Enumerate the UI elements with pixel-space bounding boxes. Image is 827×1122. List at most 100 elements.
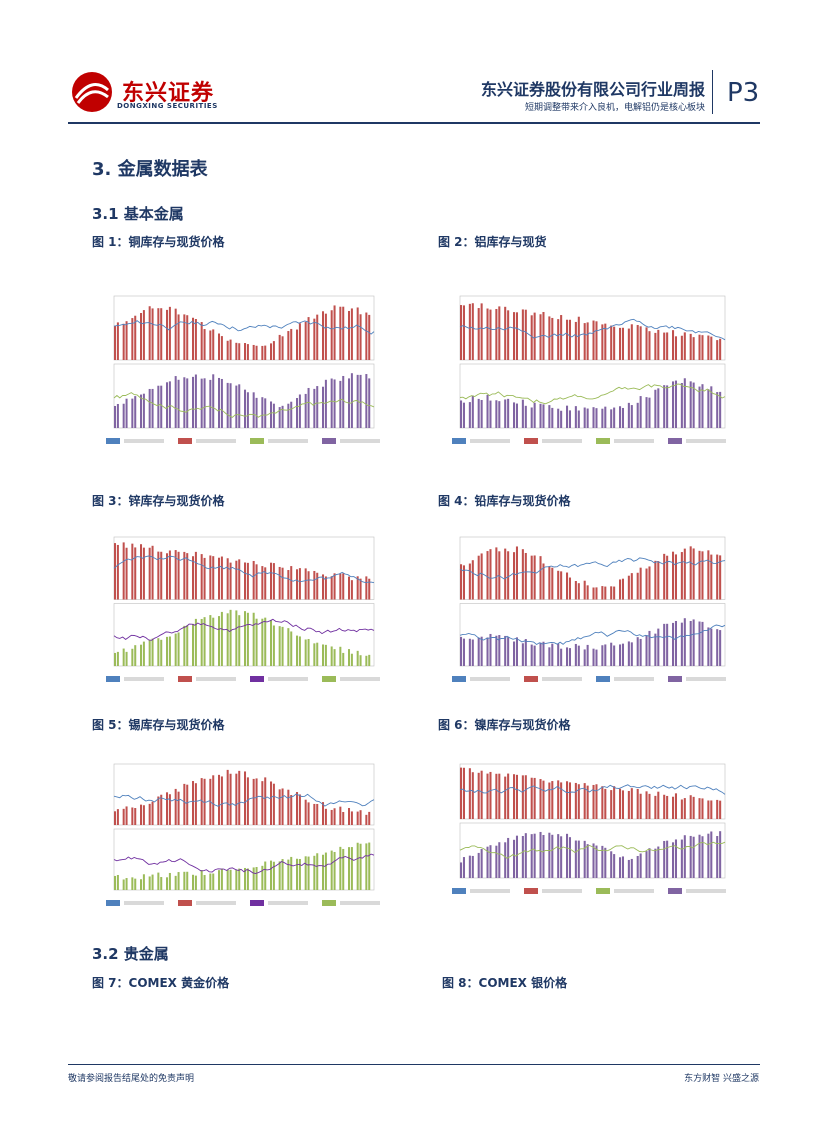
chart-bar	[645, 397, 648, 428]
chart-bar	[356, 307, 359, 360]
chart-bar	[513, 774, 516, 819]
chart-bar	[683, 618, 686, 666]
chart-bar	[365, 312, 368, 360]
chart-bar	[246, 392, 249, 428]
chart-bar	[166, 309, 169, 360]
chart-bar	[116, 544, 119, 600]
chart-bar	[533, 645, 536, 666]
chart-bar	[350, 847, 353, 890]
chart-bar	[583, 407, 586, 428]
chart-bar	[142, 310, 145, 360]
chart-bar	[229, 562, 232, 600]
chart-bar	[672, 842, 675, 878]
chart-bar	[542, 563, 545, 600]
chart-bar	[287, 570, 290, 600]
chart-bar	[560, 648, 563, 666]
chart-bar	[272, 563, 275, 600]
chart-bar	[680, 839, 683, 878]
chart-bar	[218, 333, 221, 360]
chart-bar	[636, 325, 639, 360]
chart-bar	[270, 860, 273, 890]
chart-bar	[577, 583, 580, 600]
chart-bar	[324, 852, 327, 890]
chart-bar	[504, 842, 507, 878]
chart-bar	[601, 845, 604, 878]
chart-bar	[601, 786, 604, 819]
chart-bar	[226, 613, 229, 666]
chart-bar	[560, 782, 563, 819]
chart-bar	[194, 551, 197, 600]
chart-bar	[281, 859, 284, 890]
chart-bar	[557, 570, 560, 600]
chart-bar	[710, 800, 713, 819]
chart-bar	[613, 407, 616, 428]
chart-bar	[462, 638, 466, 666]
chart-bar	[160, 877, 163, 890]
chart-bar	[281, 405, 284, 428]
chart-bar	[560, 410, 563, 428]
chart-bar	[674, 554, 678, 600]
chart-bar	[716, 629, 719, 666]
chart-bar	[298, 568, 301, 600]
chart-bar	[692, 548, 695, 600]
chart-bar	[710, 386, 713, 428]
chart-bar	[333, 379, 336, 428]
chart-bar	[157, 385, 160, 428]
chart-bar	[296, 635, 299, 666]
chart-bar	[657, 791, 660, 819]
chart-bar	[168, 381, 171, 428]
chart-bar	[548, 647, 551, 666]
chart-bar	[177, 314, 180, 360]
chart-bar	[636, 855, 639, 878]
chart-bar	[330, 809, 333, 825]
figure-caption: 图 5：锡库存与现货价格	[92, 718, 225, 732]
figure-caption: 图 2：铝库存与现货	[438, 235, 547, 249]
chart-bar	[142, 874, 145, 890]
chart-bar	[674, 336, 678, 360]
chart-bar	[356, 650, 359, 666]
chart-bar	[116, 651, 119, 666]
chart-bar	[654, 848, 657, 878]
chart-bar	[342, 573, 345, 600]
chart-bar	[261, 397, 264, 428]
chart-bar	[592, 587, 595, 600]
chart-bar	[203, 617, 206, 666]
chart-bar	[574, 643, 577, 666]
chart-bar	[692, 836, 695, 878]
chart-bar	[627, 641, 630, 666]
chart-bar	[272, 403, 275, 428]
chart-bar	[654, 332, 657, 360]
chart-bar	[359, 655, 362, 666]
chart-bar	[645, 327, 648, 360]
chart-figure	[106, 536, 380, 682]
chart-bar	[252, 560, 255, 600]
chart-figure	[452, 295, 726, 444]
chart-bar	[157, 872, 160, 890]
chart-bar	[542, 404, 545, 428]
chart-bar	[636, 788, 639, 819]
chart-bar	[595, 649, 598, 666]
chart-bar	[560, 571, 563, 600]
chart-bar	[468, 563, 471, 600]
chart-bar	[307, 317, 310, 360]
chart-bar	[168, 550, 171, 600]
chart-bar	[177, 791, 180, 825]
chart-bar	[680, 335, 683, 360]
chart-bar	[290, 401, 293, 428]
chart-bar	[290, 795, 293, 825]
chart-bar	[462, 767, 466, 819]
chart-bar	[663, 623, 666, 666]
chart-bar	[480, 770, 483, 819]
chart-bar	[322, 644, 325, 666]
chart-bar	[122, 403, 125, 428]
chart-bar	[707, 335, 710, 360]
chart-bar	[307, 638, 310, 666]
chart-bar	[114, 652, 117, 666]
subsection-title: 3.2 贵金属	[92, 945, 169, 963]
chart-bar	[566, 647, 569, 666]
chart-bar	[183, 314, 186, 360]
chart-bar	[229, 609, 232, 666]
chart-bar	[486, 551, 489, 600]
chart-bar	[701, 836, 704, 878]
chart-bar	[174, 633, 177, 666]
